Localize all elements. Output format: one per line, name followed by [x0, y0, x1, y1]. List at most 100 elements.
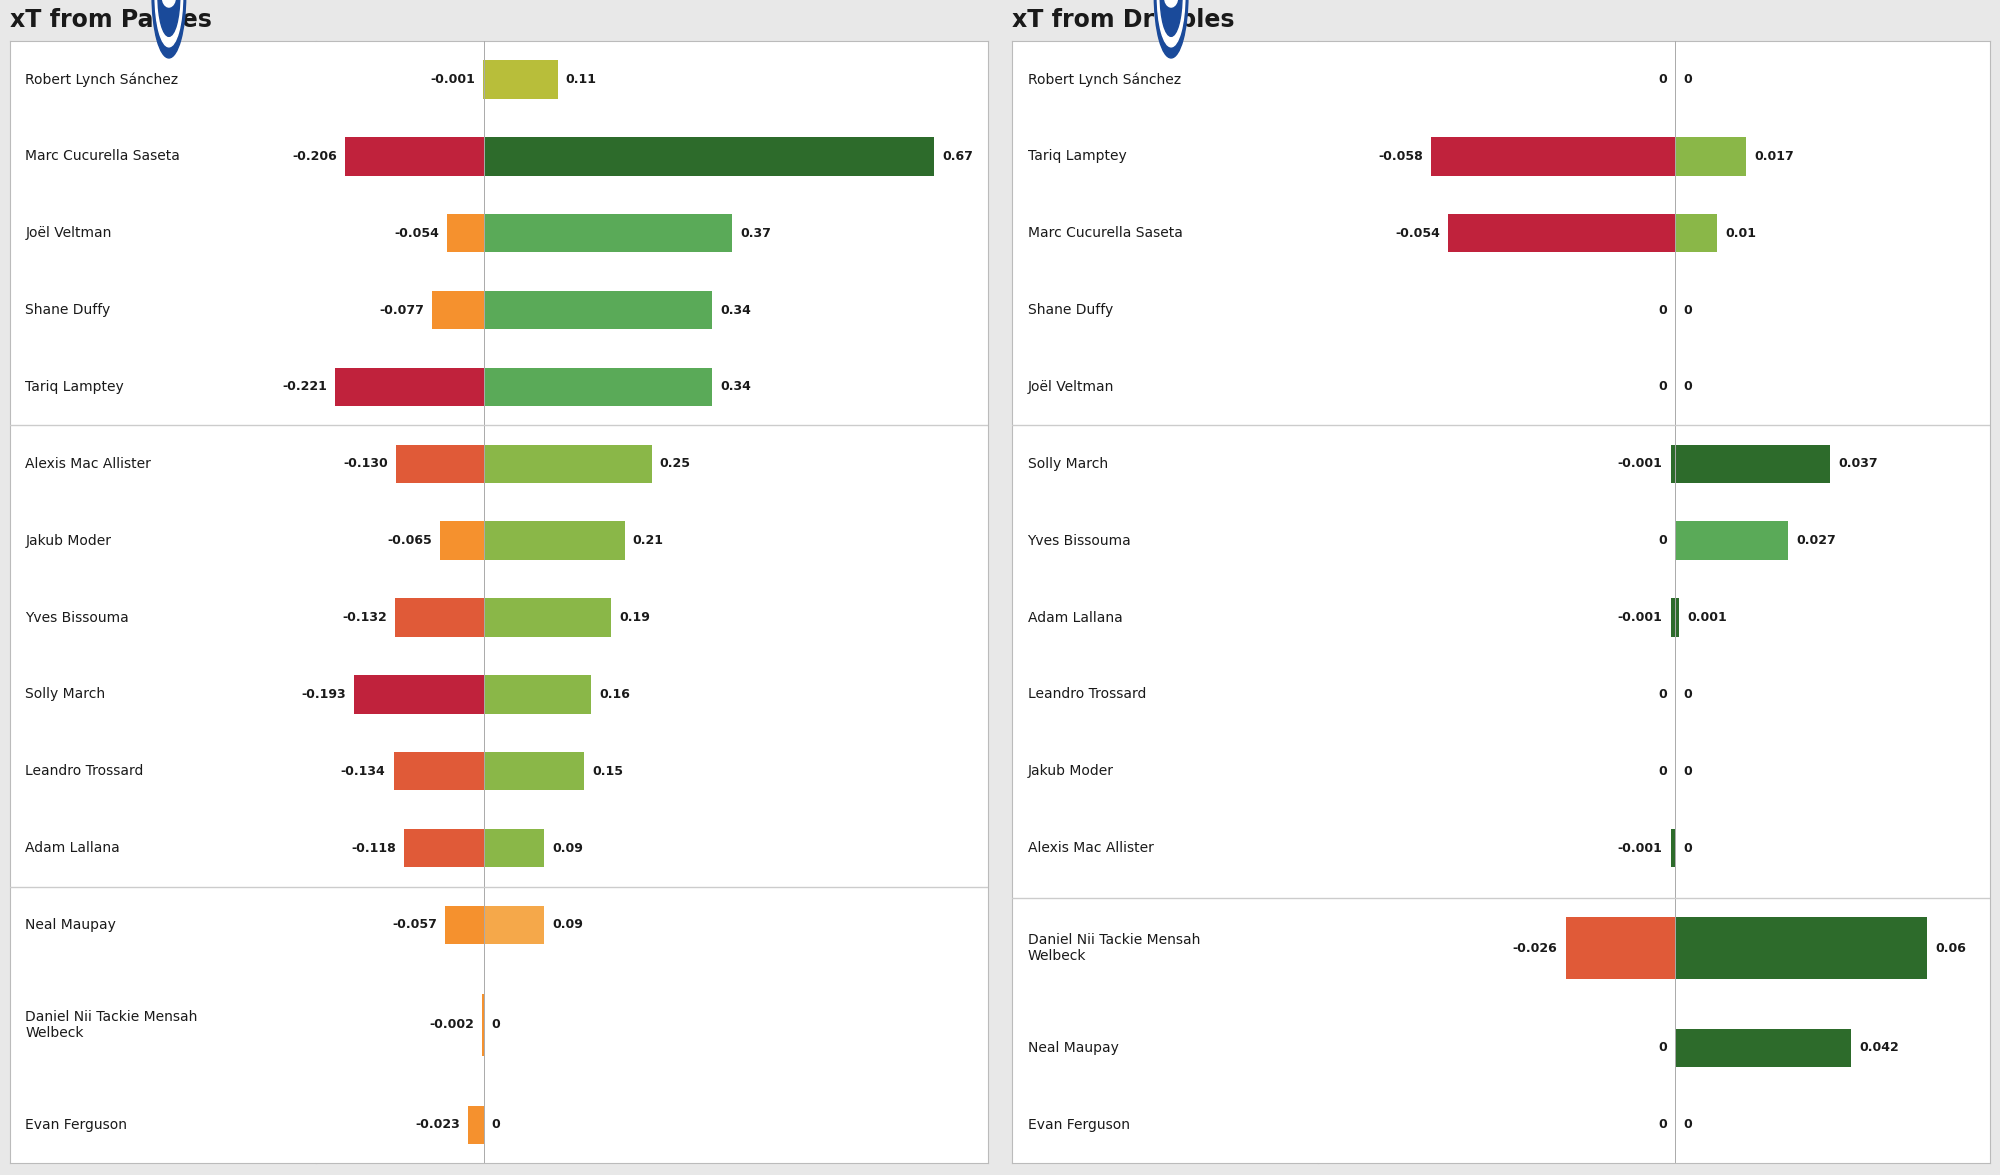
Text: Solly March: Solly March [26, 687, 106, 701]
Text: 0: 0 [492, 1019, 500, 1032]
Bar [484, 906, 544, 945]
Bar [394, 752, 484, 791]
Bar [1674, 522, 1788, 560]
Ellipse shape [162, 0, 176, 7]
Text: Daniel Nii Tackie Mensah
Welbeck: Daniel Nii Tackie Mensah Welbeck [1028, 933, 1200, 964]
Bar [346, 137, 484, 175]
Text: 0.06: 0.06 [1936, 941, 1966, 954]
Text: 0: 0 [1682, 765, 1692, 778]
Text: 0.67: 0.67 [942, 150, 972, 163]
Text: -0.057: -0.057 [392, 919, 438, 932]
Text: 0: 0 [1658, 381, 1666, 394]
Circle shape [158, 0, 180, 36]
Text: 0: 0 [1682, 841, 1692, 854]
Text: Shane Duffy: Shane Duffy [1028, 303, 1112, 317]
Text: Marc Cucurella Saseta: Marc Cucurella Saseta [26, 149, 180, 163]
Text: xT from Dribbles: xT from Dribbles [1012, 8, 1234, 32]
Bar [484, 752, 584, 791]
Text: 0.37: 0.37 [740, 227, 772, 240]
Bar [484, 137, 934, 175]
Text: Joël Veltman: Joël Veltman [1028, 380, 1114, 394]
Bar [484, 60, 558, 99]
Bar [484, 214, 732, 253]
Text: 0: 0 [1682, 303, 1692, 316]
Text: Alexis Mac Allister: Alexis Mac Allister [26, 457, 152, 471]
Bar [1674, 598, 1680, 637]
Bar [468, 1106, 484, 1144]
Text: 0.027: 0.027 [1796, 535, 1836, 548]
Bar [484, 368, 712, 407]
Bar [1670, 444, 1674, 483]
Text: 0: 0 [1658, 1041, 1666, 1054]
Text: 0.15: 0.15 [592, 765, 624, 778]
Text: Solly March: Solly March [1028, 457, 1108, 471]
Bar [1670, 598, 1674, 637]
Text: Tariq Lamptey: Tariq Lamptey [26, 380, 124, 394]
Bar [354, 676, 484, 713]
Text: Evan Ferguson: Evan Ferguson [26, 1117, 128, 1132]
Circle shape [1160, 0, 1182, 36]
Text: 0: 0 [1658, 303, 1666, 316]
Text: 0.11: 0.11 [566, 73, 596, 86]
Text: 0.19: 0.19 [620, 611, 650, 624]
Bar [440, 522, 484, 560]
Bar [484, 444, 652, 483]
Text: Marc Cucurella Saseta: Marc Cucurella Saseta [1028, 227, 1182, 240]
Text: -0.118: -0.118 [352, 841, 396, 854]
Text: 0: 0 [1658, 687, 1666, 701]
Text: 0.017: 0.017 [1754, 150, 1794, 163]
Text: Adam Lallana: Adam Lallana [26, 841, 120, 855]
Bar [484, 598, 612, 637]
Text: Shane Duffy: Shane Duffy [26, 303, 110, 317]
Bar [484, 522, 624, 560]
Text: 0.042: 0.042 [1860, 1041, 1900, 1054]
Bar [396, 444, 484, 483]
Text: -0.054: -0.054 [394, 227, 440, 240]
Text: Jakub Moder: Jakub Moder [26, 533, 112, 548]
Bar [1674, 918, 1926, 979]
Text: Jakub Moder: Jakub Moder [1028, 764, 1114, 778]
Text: Leandro Trossard: Leandro Trossard [26, 764, 144, 778]
Text: Yves Bissouma: Yves Bissouma [1028, 533, 1132, 548]
Text: 0.21: 0.21 [632, 535, 664, 548]
Text: 0: 0 [1658, 1119, 1666, 1132]
Bar [1674, 137, 1746, 175]
Text: Alexis Mac Allister: Alexis Mac Allister [1028, 841, 1154, 855]
Text: -0.058: -0.058 [1378, 150, 1424, 163]
Text: -0.001: -0.001 [1618, 457, 1662, 470]
Bar [1674, 1029, 1852, 1067]
Text: 0.01: 0.01 [1724, 227, 1756, 240]
Text: 0.037: 0.037 [1838, 457, 1878, 470]
Text: Yves Bissouma: Yves Bissouma [26, 611, 130, 625]
Text: Tariq Lamptey: Tariq Lamptey [1028, 149, 1126, 163]
Text: 0.25: 0.25 [660, 457, 690, 470]
Text: -0.077: -0.077 [378, 303, 424, 316]
Bar [1432, 137, 1674, 175]
Bar [404, 828, 484, 867]
Bar [484, 828, 544, 867]
Text: 0: 0 [1658, 765, 1666, 778]
Text: 0: 0 [1658, 73, 1666, 86]
Text: Robert Lynch Sánchez: Robert Lynch Sánchez [26, 73, 178, 87]
Text: 0.16: 0.16 [600, 687, 630, 701]
Text: -0.001: -0.001 [430, 73, 474, 86]
Bar [446, 906, 484, 945]
Text: -0.132: -0.132 [342, 611, 386, 624]
Circle shape [1158, 0, 1184, 47]
Text: -0.130: -0.130 [344, 457, 388, 470]
Text: Joël Veltman: Joël Veltman [26, 227, 112, 240]
Bar [484, 291, 712, 329]
Text: 0.09: 0.09 [552, 919, 584, 932]
Text: Adam Lallana: Adam Lallana [1028, 611, 1122, 625]
Text: Neal Maupay: Neal Maupay [26, 918, 116, 932]
Text: 0: 0 [492, 1119, 500, 1132]
Text: -0.023: -0.023 [416, 1119, 460, 1132]
Bar [394, 598, 484, 637]
Bar [1566, 918, 1674, 979]
Text: Evan Ferguson: Evan Ferguson [1028, 1117, 1130, 1132]
Circle shape [156, 0, 182, 47]
Text: Neal Maupay: Neal Maupay [1028, 1041, 1118, 1055]
Bar [484, 676, 592, 713]
Text: -0.134: -0.134 [340, 765, 386, 778]
Bar [1674, 444, 1830, 483]
